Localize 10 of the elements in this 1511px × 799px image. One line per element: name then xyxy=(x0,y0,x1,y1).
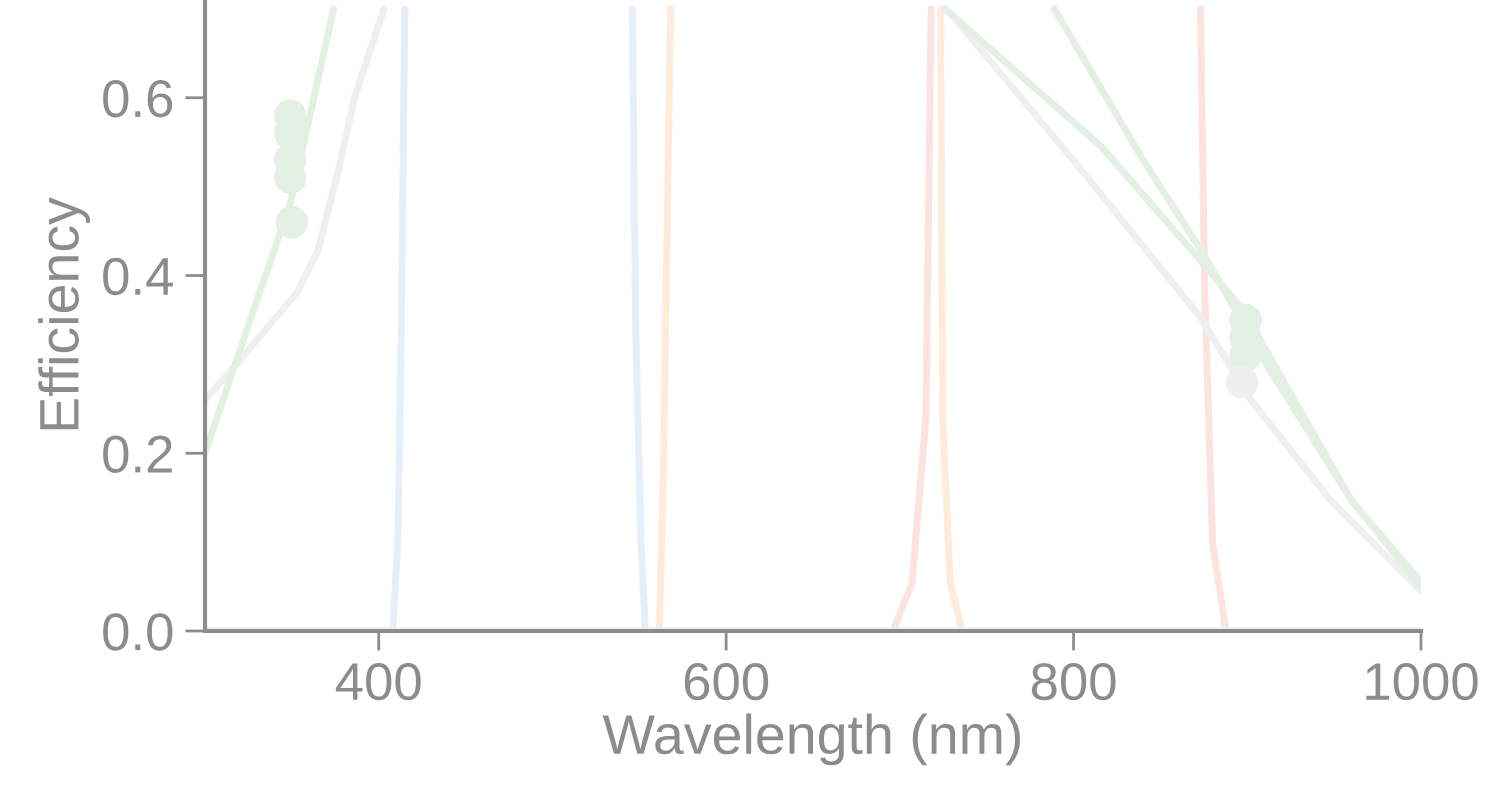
x-tick-label: 600 xyxy=(684,662,769,701)
y-tick-label: 0.4 xyxy=(103,257,173,296)
x-axis-title: Wavelength (nm) xyxy=(602,713,1021,766)
x-tick-label: 400 xyxy=(335,662,421,701)
x-tick-label: 1000 xyxy=(1366,662,1478,701)
y-tick-label: 0.0 xyxy=(103,613,173,651)
y-axis-title: Efficiency xyxy=(38,197,90,430)
y-tick-label: 0.2 xyxy=(103,435,172,473)
x-tick-label: 800 xyxy=(1031,662,1116,701)
y-tick-label: 0.6 xyxy=(103,80,173,118)
